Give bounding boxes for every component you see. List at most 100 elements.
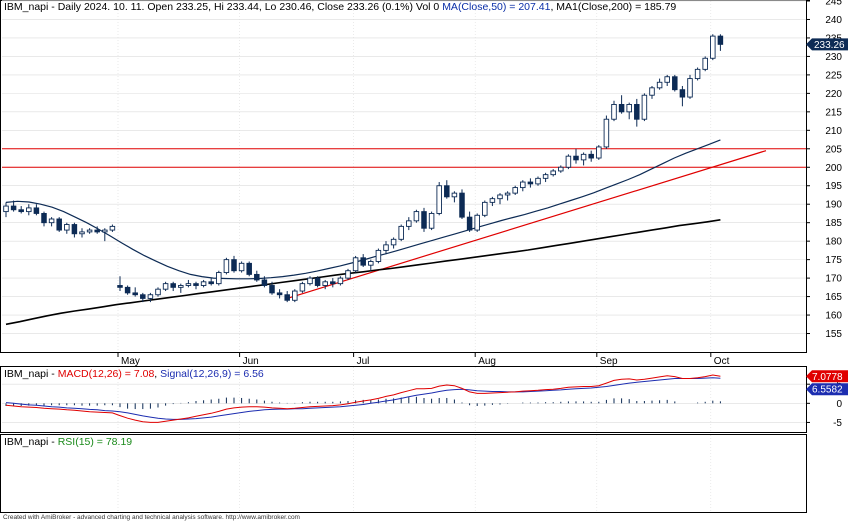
candle-body-77	[588, 153, 594, 159]
candle-body-5	[41, 212, 47, 224]
candle-91	[694, 67, 701, 81]
price-title-ma50: MA(Close,50) = 207.41	[442, 1, 550, 13]
candle-body-51	[390, 238, 397, 246]
candle-body-90	[687, 78, 693, 98]
candle-body-35	[269, 285, 275, 294]
candle-body-4	[33, 207, 40, 214]
candle-39	[299, 281, 306, 293]
macd-pane-title: IBM_napi - MACD(12,26) = 7.08, Signal(12…	[4, 368, 264, 380]
price-y-tick-240: 240	[825, 15, 842, 26]
candle-body-79	[603, 118, 610, 148]
candle-53	[406, 217, 412, 231]
candle-47	[360, 254, 366, 268]
candle-16	[124, 285, 131, 295]
candle-71	[542, 172, 549, 183]
candle-63	[482, 200, 488, 218]
trend-line	[287, 150, 767, 299]
candle-68	[520, 180, 526, 192]
signal-value-tag: 6.5582	[812, 385, 843, 396]
price-y-tick-185: 185	[825, 218, 842, 229]
candle-87	[664, 74, 670, 86]
candle-body-74	[565, 155, 572, 168]
candle-body-50	[383, 244, 389, 251]
candle-64	[489, 196, 496, 207]
candle-body-83	[634, 104, 640, 120]
macd-title-sep: ,	[154, 368, 160, 380]
candle-body-43	[330, 281, 336, 285]
x-tick-Jul: Jul	[357, 356, 370, 367]
candle-69	[527, 178, 534, 188]
candle-2	[18, 206, 24, 214]
candle-76	[580, 152, 587, 166]
candle-79	[603, 115, 610, 149]
candle-23	[178, 283, 184, 293]
price-y-tick-205: 205	[825, 144, 842, 155]
candle-83	[634, 98, 640, 127]
candle-32	[246, 261, 252, 277]
macd-plot	[5, 374, 721, 423]
candle-body-18	[140, 294, 146, 299]
candle-body-81	[618, 104, 625, 113]
candle-9	[71, 222, 78, 238]
candle-1	[10, 200, 17, 212]
candle-30	[231, 255, 237, 273]
price-y-tick-175: 175	[825, 255, 842, 266]
rsi-value-tag: 78.1947	[812, 0, 849, 3]
price-y-tick-230: 230	[825, 52, 842, 63]
candle-body-47	[360, 257, 366, 266]
candle-body-33	[254, 273, 260, 281]
candle-body-1	[10, 205, 17, 211]
price-y-tick-220: 220	[825, 89, 842, 100]
candle-body-32	[246, 262, 252, 275]
price-y-tick-170: 170	[825, 274, 842, 285]
candle-18	[140, 292, 146, 303]
candle-54	[413, 209, 420, 223]
candle-body-14	[109, 225, 116, 231]
price-y-tick-155: 155	[825, 329, 842, 340]
signal-tag-bg	[806, 383, 848, 396]
candle-56	[428, 211, 435, 231]
candle-body-63	[482, 201, 488, 216]
price-pane-frame	[0, 0, 807, 353]
candle-body-44	[337, 277, 344, 285]
candle-65	[497, 193, 503, 205]
candle-31	[238, 261, 245, 273]
candle-82	[626, 102, 632, 120]
candle-body-42	[322, 281, 328, 286]
candle-74	[565, 154, 572, 170]
candle-86	[656, 78, 663, 90]
candle-body-92	[702, 57, 708, 70]
candle-body-29	[223, 259, 230, 274]
candle-27	[208, 278, 214, 286]
price-y-tick-225: 225	[825, 70, 842, 81]
candle-body-68	[520, 181, 526, 189]
macd-title-macd: MACD(12,26) = 7.08	[58, 368, 155, 380]
candle-75	[573, 148, 579, 164]
price-y-tick-245: 245	[825, 0, 842, 8]
candle-body-56	[428, 212, 435, 229]
signal-line	[5, 377, 721, 420]
candle-body-34	[261, 279, 268, 286]
candle-48	[368, 259, 374, 271]
candle-body-48	[368, 261, 374, 266]
candle-body-27	[208, 281, 214, 285]
candle-body-59	[451, 192, 458, 198]
candle-body-80	[611, 104, 617, 120]
candle-body-62	[474, 214, 480, 231]
candle-body-84	[641, 94, 648, 120]
price-y-tick-165: 165	[825, 292, 842, 303]
candle-15	[117, 276, 123, 292]
candle-body-87	[664, 76, 670, 83]
candle-body-15	[117, 285, 123, 288]
candle-29	[223, 257, 230, 275]
candle-body-7	[56, 218, 62, 231]
macd-title-prefix: IBM_napi -	[4, 368, 58, 380]
candle-67	[512, 185, 518, 195]
price-y-tick-160: 160	[825, 311, 842, 322]
candle-33	[254, 270, 260, 282]
candle-body-85	[649, 87, 655, 96]
candle-62	[474, 213, 480, 232]
candle-73	[558, 165, 564, 173]
candle-body-76	[580, 153, 587, 161]
rsi-y-tick-70: 70	[831, 0, 843, 3]
